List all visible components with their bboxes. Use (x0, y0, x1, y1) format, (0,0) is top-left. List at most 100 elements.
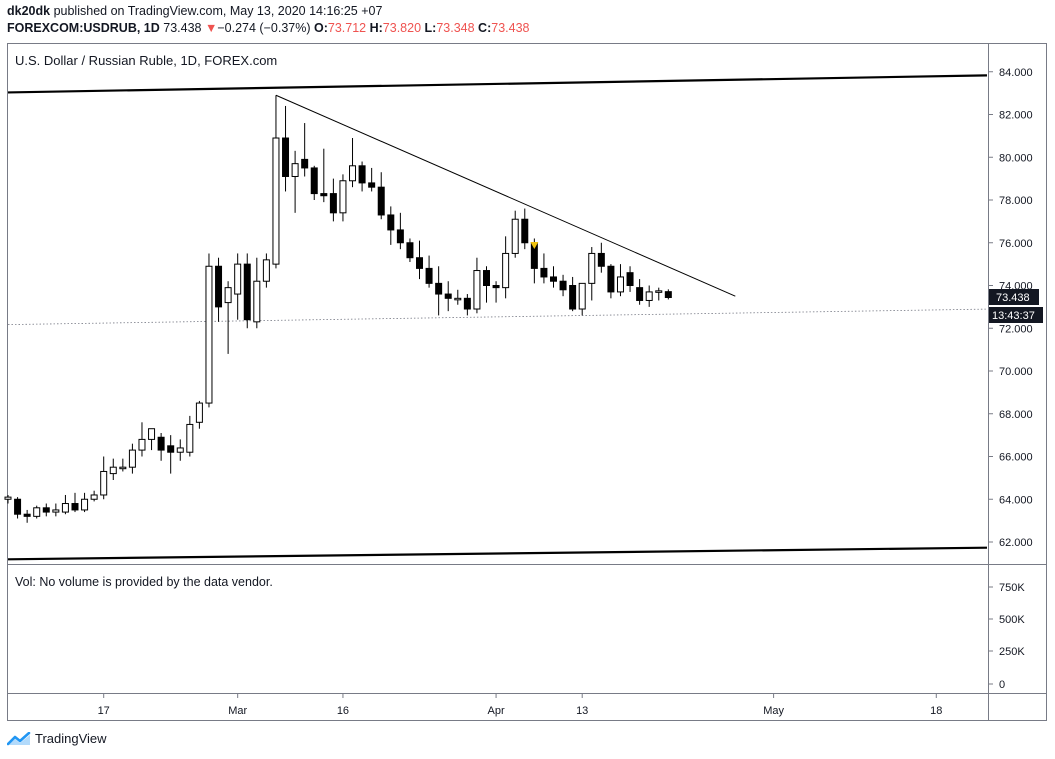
last-price-label: 73.438 (996, 292, 1030, 304)
countdown-label: 13:43:37 (992, 310, 1035, 322)
candle-body (61, 503, 69, 513)
candle (483, 266, 490, 303)
candle (291, 150, 299, 213)
candle (128, 443, 136, 474)
candle-body (195, 402, 203, 423)
candle-body (540, 267, 548, 278)
candle-body (205, 265, 213, 404)
author-name[interactable]: dk20dk (7, 4, 51, 18)
candle-body (128, 449, 136, 468)
price-tick-label: 82.000 (999, 110, 1033, 122)
candle-body (310, 167, 318, 195)
time-tick-label: 16 (337, 705, 349, 717)
trend-line-3 (275, 94, 736, 297)
close-label: C: (478, 21, 492, 35)
candle-body (425, 267, 433, 284)
candle-body (33, 507, 41, 517)
candle (195, 400, 203, 429)
candle (425, 255, 433, 288)
publish-info: published on TradingView.com, May 13, 20… (53, 4, 383, 18)
candle-body (387, 214, 395, 231)
price-change: −0.274 (−0.37%) (217, 21, 311, 35)
candle-body (549, 276, 557, 282)
last-price-badge: 73.438 (989, 289, 1039, 305)
candle (157, 432, 165, 461)
candle-body (291, 163, 299, 177)
candle-body (607, 265, 615, 293)
candle-body (473, 270, 481, 310)
candle-body (396, 229, 404, 244)
price-tick-label: 70.000 (999, 366, 1033, 378)
candle-body (645, 291, 653, 301)
candle-body (463, 297, 471, 310)
candle (272, 95, 280, 269)
candle (444, 281, 452, 312)
trend-line-2 (7, 546, 988, 561)
symbol-name: FOREXCOM:USDRUB, 1D (7, 21, 160, 35)
high-label: H: (369, 21, 383, 35)
candle (109, 458, 117, 481)
candle-body (42, 507, 50, 513)
candle (33, 505, 41, 519)
candle (4, 494, 12, 504)
candle (463, 294, 471, 316)
candle-body (569, 285, 577, 310)
candle-body (234, 263, 242, 295)
time-tick-label: 17 (98, 705, 110, 717)
candle (14, 497, 22, 519)
candle (578, 282, 586, 316)
candle (435, 266, 443, 316)
candle (224, 281, 232, 354)
candle (549, 266, 557, 288)
candle-body (578, 282, 586, 310)
last-price: 73.438 (163, 21, 202, 35)
chart-title: U.S. Dollar / Russian Ruble, 1D, FOREX.c… (15, 53, 277, 68)
candle (329, 178, 337, 222)
time-tick-label: 18 (930, 705, 942, 717)
candle-body (664, 291, 672, 299)
candle-body (167, 445, 175, 453)
low-value: 73.348 (436, 21, 475, 35)
candle-body (406, 242, 414, 259)
candle-body (253, 280, 261, 323)
candle-body (119, 466, 127, 470)
tradingview-branding[interactable]: TradingView (7, 731, 107, 746)
candle (262, 253, 270, 288)
candle (454, 289, 462, 305)
trend-lines[interactable] (7, 74, 988, 561)
chart-frame (7, 43, 1047, 721)
candle-body (157, 436, 165, 451)
price-tick-label: 80.000 (999, 152, 1033, 164)
candle (597, 242, 605, 273)
candle (588, 247, 596, 301)
candle-body (138, 438, 146, 451)
candle (511, 210, 519, 258)
open-label: O: (313, 21, 328, 35)
candle-body (320, 193, 328, 197)
candle (61, 494, 69, 515)
candle-body (109, 466, 117, 475)
candle-body (4, 496, 12, 500)
candle-body (483, 270, 490, 287)
candle (636, 279, 644, 305)
close-value: 73.438 (491, 21, 530, 35)
markers (530, 241, 539, 249)
brand-name: TradingView (35, 731, 107, 746)
candle (396, 212, 404, 250)
candle-body (626, 272, 634, 286)
time-axis[interactable]: 17Mar16Apr13May18Jun (98, 693, 1055, 717)
price-tick-label: 78.000 (999, 195, 1033, 207)
price-axis[interactable]: 62.00064.00066.00068.00070.00072.00074.0… (988, 67, 1033, 549)
candle-body (444, 293, 452, 299)
candle (368, 167, 376, 192)
candle-body (349, 165, 357, 182)
candle (176, 439, 184, 461)
down-arrow-icon: ▼ (205, 21, 218, 35)
candle-body (71, 503, 79, 511)
time-tick-label: 13 (576, 705, 588, 717)
candle (243, 253, 251, 329)
candle-body (272, 137, 280, 265)
candle (167, 435, 175, 474)
trend-line-1 (7, 74, 988, 94)
